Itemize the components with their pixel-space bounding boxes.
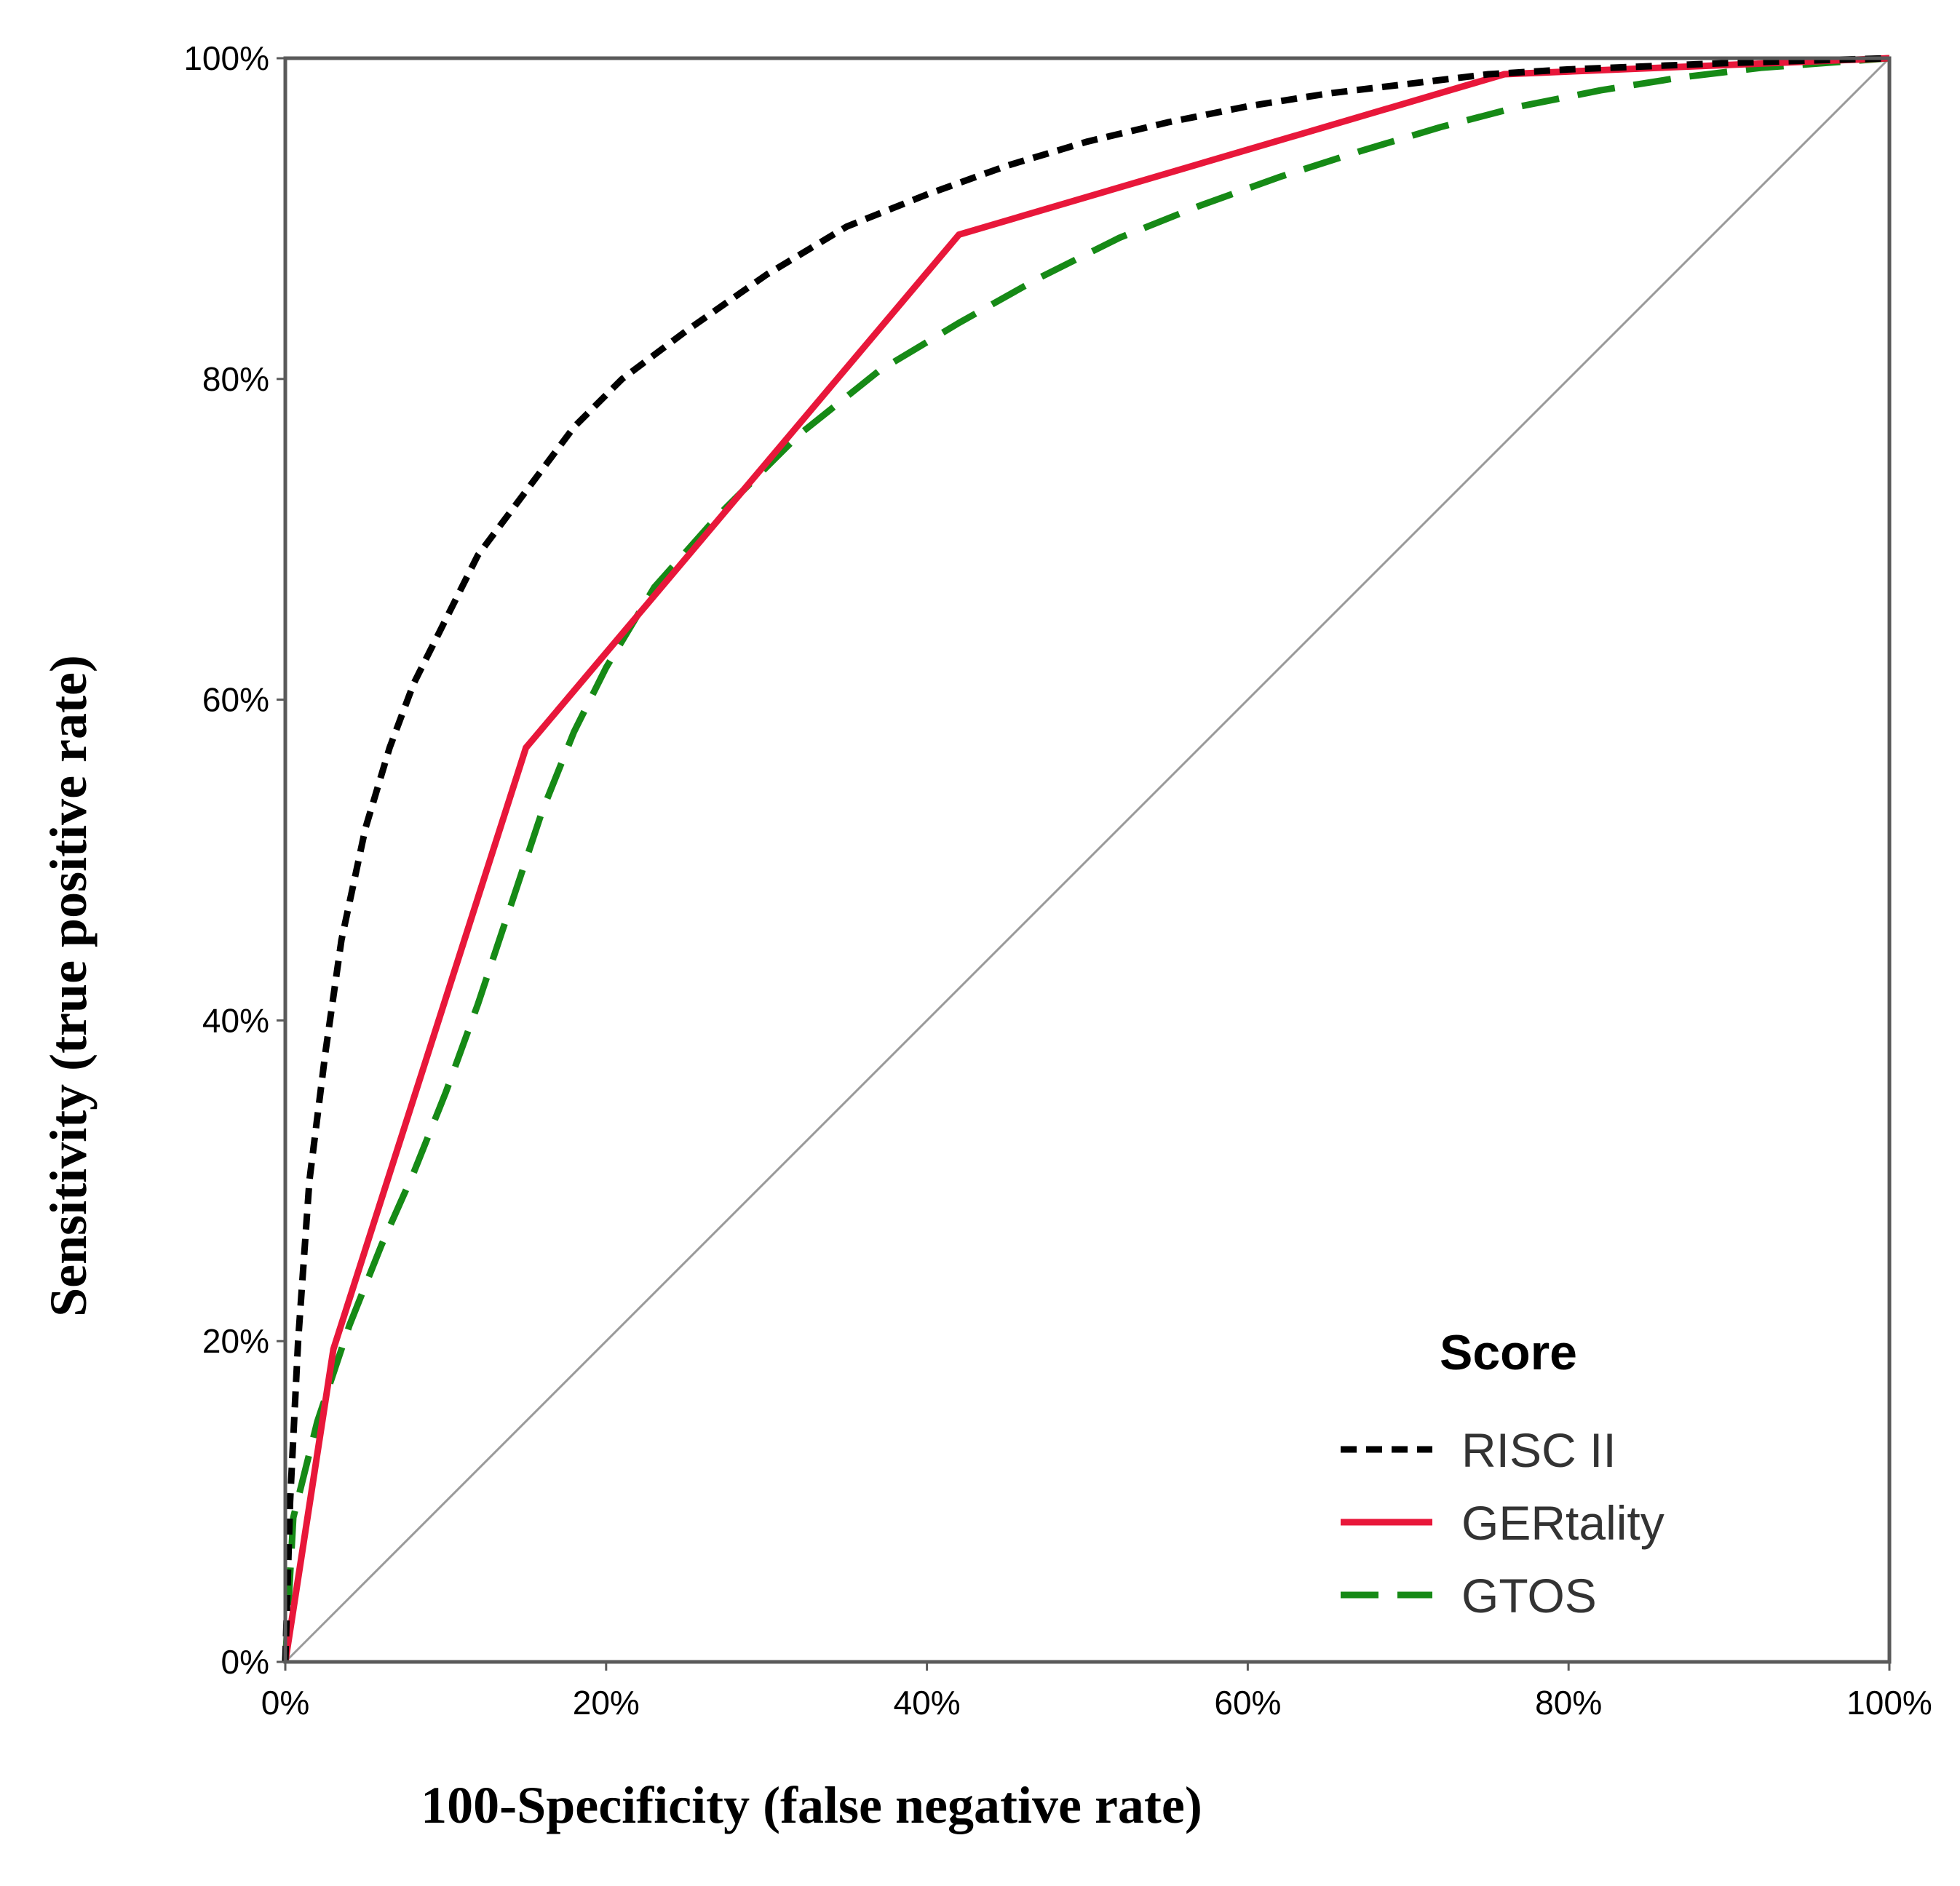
plot-frame (283, 56, 1892, 1664)
x-tick-label: 100% (1846, 1684, 1932, 1722)
y-tick-label: 0% (221, 1643, 269, 1681)
x-tick-label: 0% (261, 1684, 309, 1722)
y-tick-label: 20% (202, 1322, 269, 1360)
y-tick-label: 60% (202, 681, 269, 719)
x-tick-label: 20% (573, 1684, 640, 1722)
legend-title: Score (1440, 1325, 1577, 1380)
y-tick-label: 80% (202, 360, 269, 398)
series-line-risc-ii (282, 55, 1890, 1663)
y-tick-label: 40% (202, 1001, 269, 1039)
series-line-gtos (282, 55, 1890, 1663)
chance-diagonal-line (284, 57, 1891, 1663)
x-tick-label: 80% (1535, 1684, 1602, 1722)
legend-label-gtos: GTOS (1461, 1569, 1597, 1623)
x-tick-label: 40% (894, 1684, 961, 1722)
legend-label-gertality: GERtality (1461, 1496, 1665, 1550)
x-axis-title: 100-Specificity (false negative rate) (421, 1776, 1202, 1834)
y-tick-label: 100% (183, 39, 269, 77)
legend: Score RISC II GERtality GTOS (1341, 1325, 1665, 1623)
x-tick-label: 60% (1214, 1684, 1281, 1722)
legend-label-risc-ii: RISC II (1461, 1423, 1616, 1477)
y-axis-title: Sensitivity (true positive rate) (39, 655, 98, 1317)
